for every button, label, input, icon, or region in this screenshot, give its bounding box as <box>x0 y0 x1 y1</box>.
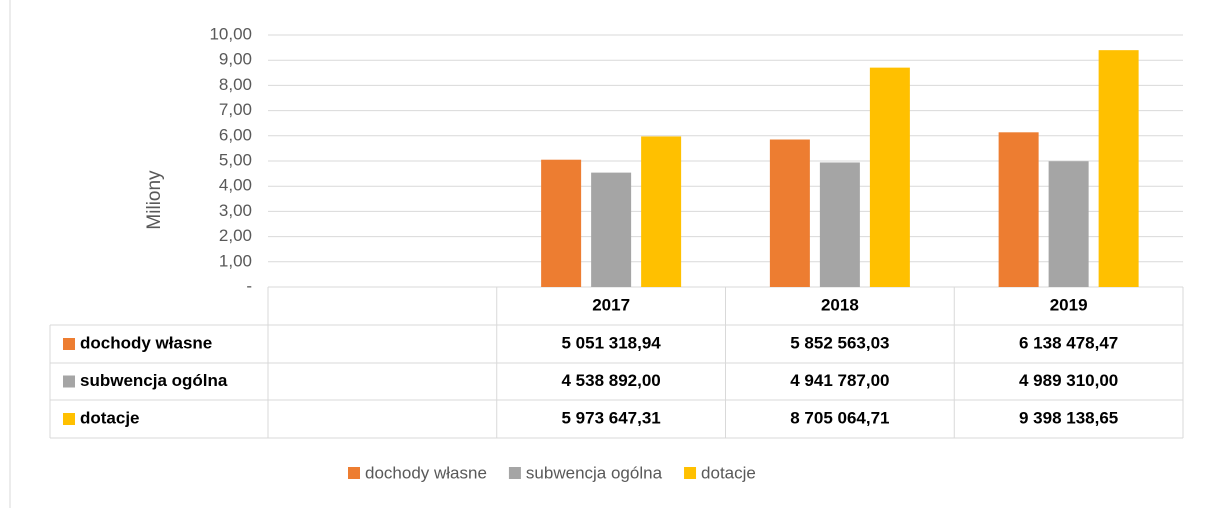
legend-label: subwencja ogólna <box>526 463 663 482</box>
y-tick-label: 2,00 <box>219 226 252 245</box>
table-value: 5 852 563,03 <box>790 333 889 352</box>
bar <box>769 139 810 287</box>
table-value: 4 941 787,00 <box>790 371 889 390</box>
bar <box>869 67 910 287</box>
table-value: 4 538 892,00 <box>561 371 660 390</box>
x-tick-label: 2017 <box>592 295 630 314</box>
table-value: 5 973 647,31 <box>561 408 660 427</box>
table-value: 4 989 310,00 <box>1019 371 1118 390</box>
table-row-label: dotacje <box>80 408 140 427</box>
y-tick-label: 1,00 <box>219 251 252 270</box>
bar <box>819 162 860 287</box>
bar <box>641 136 682 287</box>
table-value: 6 138 478,47 <box>1019 333 1118 352</box>
y-tick-label: 7,00 <box>219 100 252 119</box>
table-row-label: dochody własne <box>80 333 212 352</box>
y-tick-label: 5,00 <box>219 150 252 169</box>
chart-border <box>9 0 11 508</box>
table-value: 9 398 138,65 <box>1019 408 1118 427</box>
legend-label: dotacje <box>701 463 756 482</box>
bar <box>1098 50 1139 288</box>
bar <box>1048 161 1089 287</box>
bar <box>998 132 1039 287</box>
table-legend-key <box>63 338 75 350</box>
y-tick-label: 4,00 <box>219 176 252 195</box>
bar <box>591 172 632 287</box>
bar <box>541 159 582 287</box>
table-row-label: subwencja ogólna <box>80 371 228 390</box>
y-tick-label: 3,00 <box>219 201 252 220</box>
legend-key <box>508 467 521 479</box>
table-legend-key <box>63 375 75 388</box>
y-tick-label: - <box>246 276 252 295</box>
x-tick-label: 2019 <box>1050 295 1088 314</box>
y-tick-label: 8,00 <box>219 75 252 94</box>
legend-label: dochody własne <box>365 463 487 482</box>
legend-key <box>348 467 360 479</box>
table-value: 5 051 318,94 <box>561 333 661 352</box>
y-tick-label: 9,00 <box>219 50 252 69</box>
y-tick-label: 6,00 <box>219 125 252 144</box>
table-value: 8 705 064,71 <box>790 408 889 427</box>
y-axis-label: Miliony <box>144 170 165 230</box>
legend-key <box>684 467 697 479</box>
y-tick-label: 10,00 <box>209 24 252 43</box>
table-legend-key <box>63 413 75 425</box>
x-tick-label: 2018 <box>821 295 859 314</box>
